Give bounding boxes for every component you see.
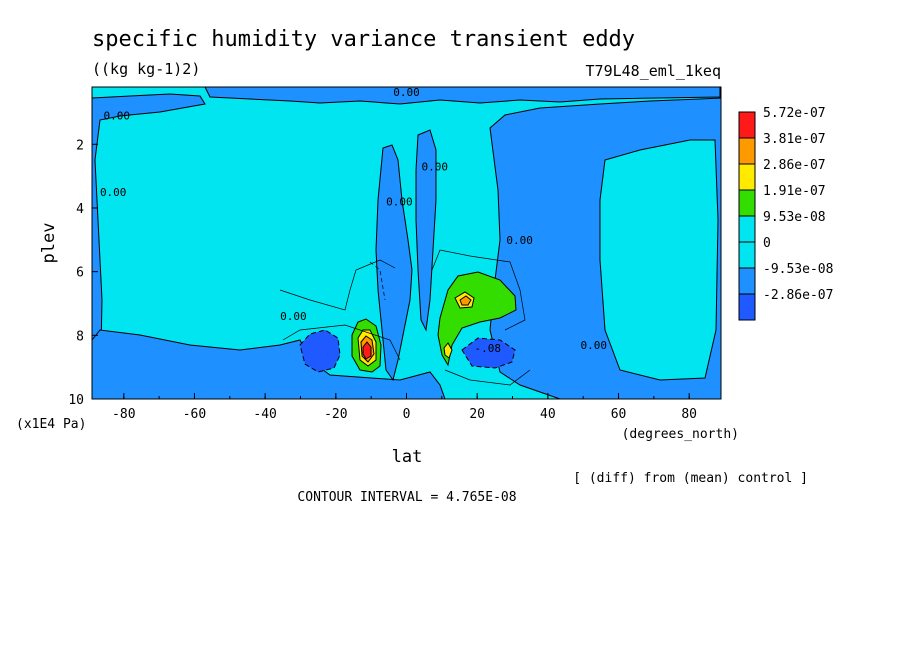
colorbar-label: -2.86e-07 xyxy=(763,288,833,303)
y-tick-label: 8 xyxy=(76,329,84,344)
colorbar-label: 0 xyxy=(763,236,771,251)
positive-max-south-red xyxy=(362,341,372,360)
x-tick-label: 20 xyxy=(469,407,485,422)
y-axis-label: plev xyxy=(39,223,59,264)
contour-line xyxy=(279,259,396,311)
contour-interval: CONTOUR INTERVAL = 4.765E-08 xyxy=(297,490,516,505)
x-tick-label: 0 xyxy=(403,407,411,422)
negative-band-top xyxy=(204,87,721,105)
colorbar-swatch xyxy=(738,163,756,191)
x-tick-label: -20 xyxy=(324,407,347,422)
contour-label: 0.00 xyxy=(280,310,307,323)
contour-label: 0.00 xyxy=(581,339,608,352)
contour-label: 0.00 xyxy=(103,110,130,123)
y-tick-label: 6 xyxy=(76,266,84,281)
negative-column-equator xyxy=(375,144,413,382)
colorbar-label: 2.86e-07 xyxy=(763,158,826,173)
blue-pocket-north xyxy=(599,139,719,381)
plot-area xyxy=(92,87,721,399)
contour-line xyxy=(444,369,531,386)
colorbar-swatch xyxy=(738,111,756,139)
x-axis: -80 -60 -40 -20 0 20 40 60 80 xyxy=(112,393,697,422)
y-units: (x1E4 Pa) xyxy=(16,417,86,432)
contour-label: -.08 xyxy=(475,342,502,355)
colorbar-swatch xyxy=(738,293,756,321)
contour-label: 0.00 xyxy=(386,196,413,209)
colorbar-swatch xyxy=(738,137,756,165)
colorbar-label: 3.81e-07 xyxy=(763,132,826,147)
colorbar-legend: 5.72e-07 3.81e-07 2.86e-07 1.91e-07 9.53e-08… xyxy=(738,106,833,321)
chart-units: ((kg kg-1)2) xyxy=(92,60,200,78)
contour-labels: 0.00 0.00 0.00 0.00 0.00 0.00 0.00 0.00 -.08 xyxy=(100,86,607,355)
colorbar-label: -9.53e-08 xyxy=(763,262,833,277)
contour-line xyxy=(282,324,401,361)
contour-label: 0.00 xyxy=(100,186,127,199)
contour-label: 0.00 xyxy=(393,86,420,99)
run-label: T79L48_eml_1keq xyxy=(586,62,721,80)
x-tick-label: -80 xyxy=(112,407,135,422)
colorbar-swatch xyxy=(738,241,756,269)
positive-max-north-yellow-small xyxy=(443,342,453,359)
x-units: (degrees_north) xyxy=(622,427,739,442)
positive-max-north-green xyxy=(437,271,517,367)
colorbar-swatch xyxy=(738,267,756,295)
contour-label: 0.00 xyxy=(506,234,533,247)
y-tick-label: 10 xyxy=(68,393,84,408)
x-tick-label: 80 xyxy=(681,407,697,422)
y-tick-label: 4 xyxy=(76,202,84,217)
contour-label: 0.00 xyxy=(422,161,449,174)
chart-title: specific humidity variance transient edd… xyxy=(92,27,635,52)
negative-min-north xyxy=(461,337,516,369)
x-tick-label: 60 xyxy=(611,407,627,422)
x-tick-label: 40 xyxy=(540,407,556,422)
y-axis: 2 4 6 8 10 xyxy=(68,138,98,408)
negative-column-north-equator xyxy=(415,129,437,332)
x-tick-label: -40 xyxy=(253,407,276,422)
x-tick-label: -60 xyxy=(183,407,206,422)
positive-max-north-orange xyxy=(459,295,472,306)
colorbar-swatch xyxy=(738,215,756,243)
colorbar-label: 5.72e-07 xyxy=(763,106,826,121)
x-axis-label: lat xyxy=(392,447,423,467)
contour-line xyxy=(431,249,526,331)
negative-min-south xyxy=(299,329,341,373)
colorbar-label: 1.91e-07 xyxy=(763,184,826,199)
colorbar-label: 9.53e-08 xyxy=(763,210,826,225)
diff-note: [ (diff) from (mean) control ] xyxy=(573,471,808,486)
y-tick-label: 2 xyxy=(76,138,84,153)
colorbar-swatch xyxy=(738,189,756,217)
